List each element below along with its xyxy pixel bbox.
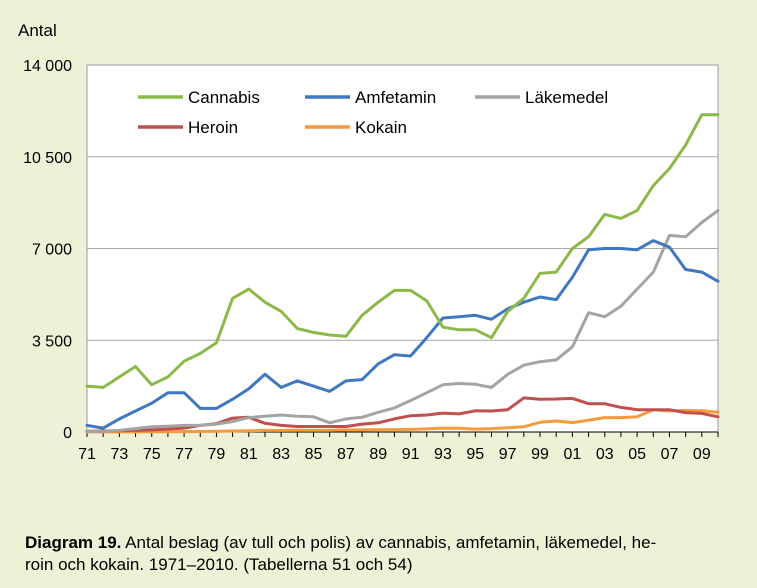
x-tick-label: 97 [499, 446, 517, 463]
x-tick-label: 95 [466, 446, 484, 463]
x-tick-label: 91 [402, 446, 420, 463]
x-tick-label: 05 [628, 446, 646, 463]
legend-label: Cannabis [188, 88, 260, 107]
x-tick-label: 99 [531, 446, 549, 463]
legend-label: Läkemedel [525, 88, 608, 107]
caption-text: Antal beslag (av tull och polis) av cann… [121, 533, 657, 552]
x-tick-label: 07 [661, 446, 679, 463]
x-axis-ticks: 71 73 75 77 79 81 83 85 87 89 91 93 95 97 99 01 03 05 07 09 [78, 431, 719, 463]
x-tick-label: 01 [563, 446, 581, 463]
x-tick-label: 75 [143, 446, 161, 463]
y-axis-ticks: 14 000 10 500 7 000 3 500 0 [23, 58, 72, 442]
caption-text-line2: roin och kokain. 1971–2010. (Tabellerna … [25, 555, 413, 574]
x-tick-label: 89 [369, 446, 387, 463]
figure-caption: Diagram 19. Antal beslag (av tull och po… [25, 532, 725, 576]
x-tick-label: 71 [78, 446, 96, 463]
x-tick-label: 81 [240, 446, 258, 463]
y-axis-label: Antal [18, 21, 57, 40]
y-tick-label: 10 500 [23, 150, 72, 167]
x-tick-label: 85 [305, 446, 323, 463]
x-tick-label: 09 [693, 446, 711, 463]
x-tick-label: 87 [337, 446, 355, 463]
caption-lead: Diagram 19. [25, 533, 122, 552]
x-tick-label: 93 [434, 446, 452, 463]
legend-label: Heroin [188, 118, 238, 137]
y-tick-label: 14 000 [23, 58, 72, 75]
legend-label: Amfetamin [355, 88, 436, 107]
x-tick-label: 79 [208, 446, 226, 463]
legend-label: Kokain [355, 118, 407, 137]
legend: Cannabis Amfetamin Läkemedel Heroin Kokain [138, 88, 608, 137]
x-tick-label: 73 [110, 446, 128, 463]
series-line-amfetamin [85, 239, 720, 430]
series-lines [85, 113, 720, 434]
line-chart: 14 000 10 500 7 000 3 500 0 71 73 75 77 79 81 83 85… [18, 21, 720, 463]
series-line-cannabis [85, 113, 720, 389]
series-line-kokain [85, 408, 720, 434]
y-tick-label: 0 [63, 425, 72, 442]
x-tick-label: 77 [175, 446, 193, 463]
y-tick-label: 7 000 [32, 242, 72, 259]
y-tick-label: 3 500 [32, 333, 72, 350]
series-line-läkemedel [85, 209, 720, 433]
x-tick-label: 83 [272, 446, 290, 463]
x-tick-label: 03 [596, 446, 614, 463]
